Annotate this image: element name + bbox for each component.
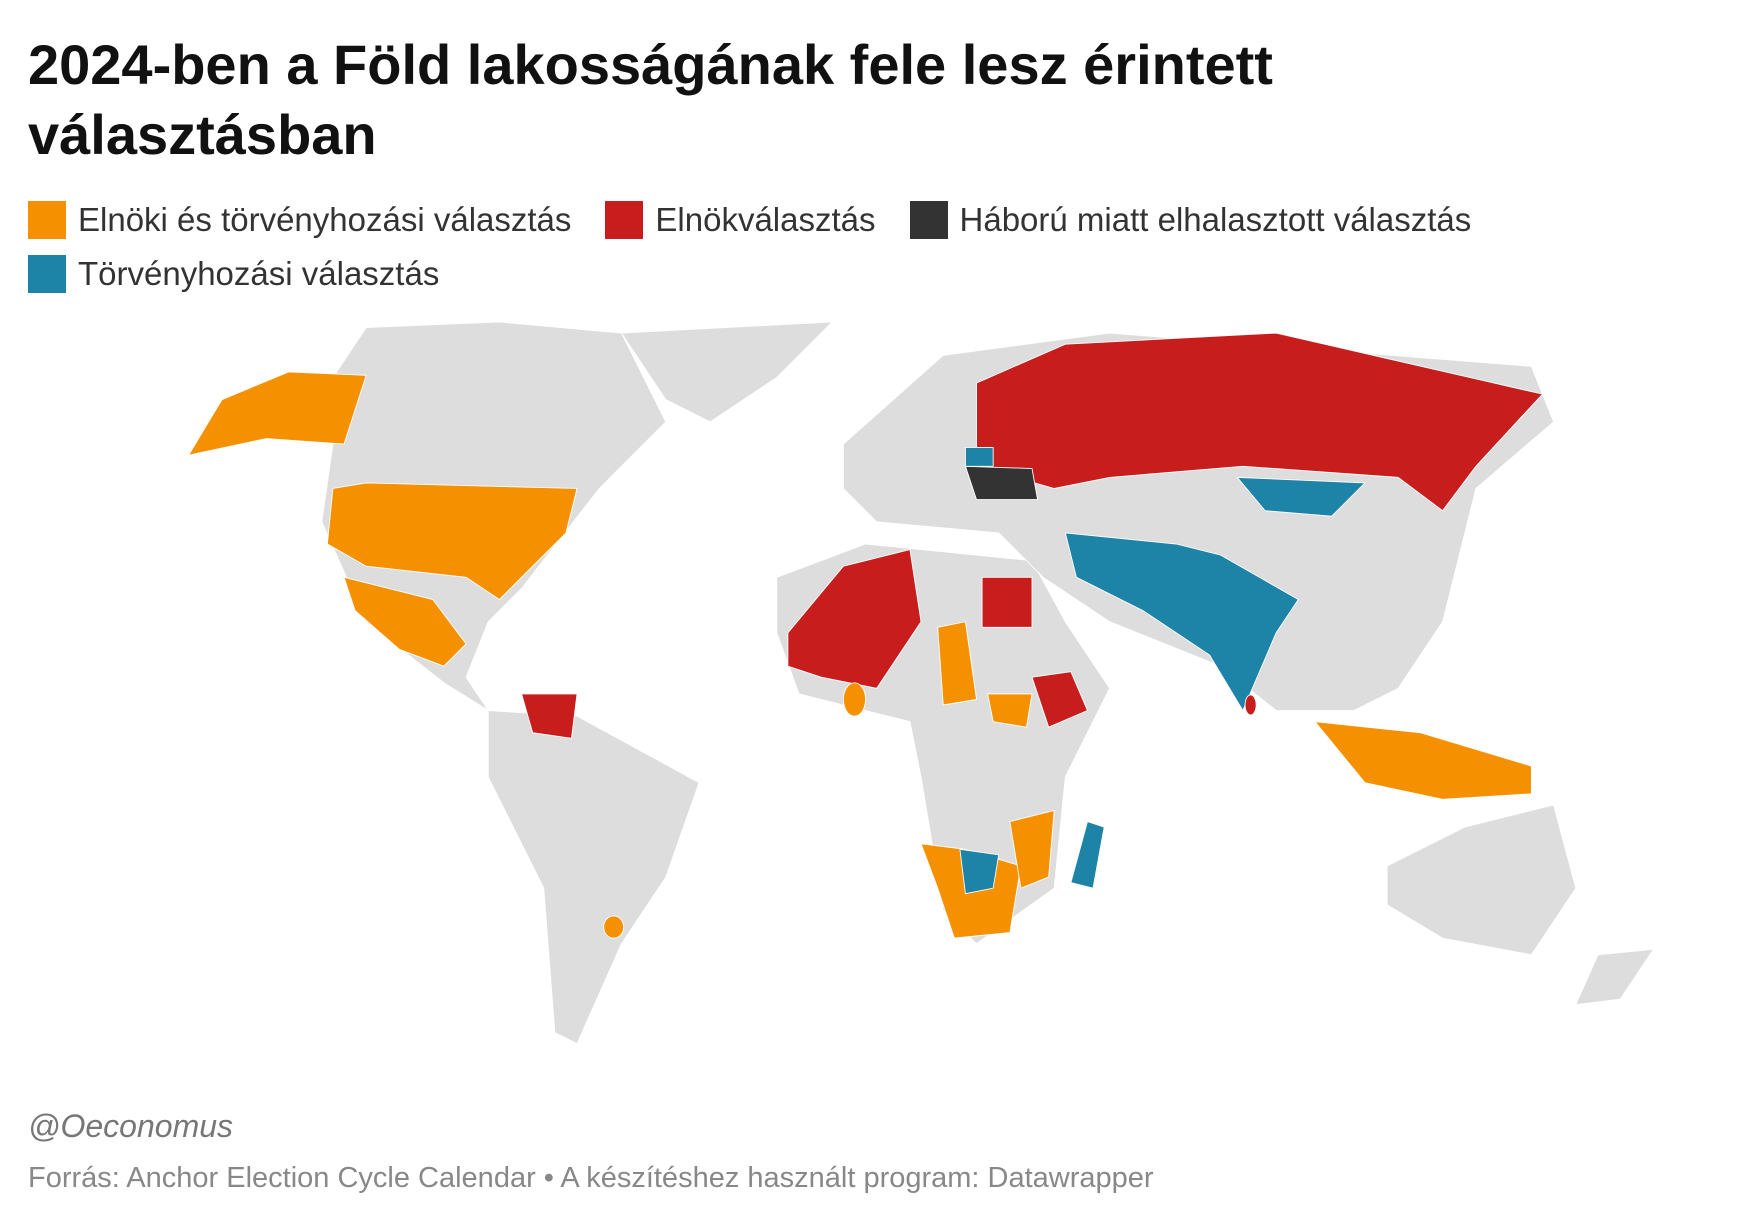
country-region <box>1070 820 1105 889</box>
legend-swatch <box>28 201 66 239</box>
country-region <box>1236 476 1366 517</box>
country-region <box>520 693 578 739</box>
legend: Elnöki és törvényhozási választás Elnökvá… <box>28 200 1628 294</box>
legend-label: Törvényhozási választás <box>78 255 440 292</box>
australia <box>1386 804 1577 956</box>
legend-swatch <box>605 201 644 239</box>
new-zealand <box>1575 948 1655 1006</box>
country-region <box>326 482 578 601</box>
south-america <box>487 710 700 1045</box>
country-region <box>603 915 625 939</box>
country-region <box>937 621 978 706</box>
country-region <box>787 549 922 689</box>
country-region <box>343 576 467 667</box>
country-region <box>1313 721 1532 800</box>
legend-swatch <box>909 201 948 239</box>
country-region <box>964 446 994 467</box>
country-region <box>1031 671 1089 728</box>
country-region <box>964 465 1039 501</box>
credit: @Oeconomus <box>28 1108 234 1144</box>
country-region <box>1009 809 1055 889</box>
legend-swatch <box>28 255 66 293</box>
country-region <box>842 682 867 717</box>
country-region <box>959 848 1000 895</box>
country-region <box>976 332 1544 512</box>
country-region <box>187 371 367 456</box>
legend-label: Háború miatt elhalasztott választás <box>959 201 1472 238</box>
legend-item: Háború miatt elhalasztott választás <box>909 200 1472 240</box>
country-region <box>1064 532 1299 712</box>
legend-item: Elnökválasztás <box>605 200 876 240</box>
country-region <box>1244 694 1257 716</box>
title: 2024-ben a Föld lakosságának fele lesz é… <box>28 33 1273 166</box>
source: Forrás: Anchor Election Cycle Calendar •… <box>28 1162 1154 1194</box>
legend-label: Elnöki és törvényhozási választás <box>78 201 572 238</box>
country-region <box>981 576 1033 628</box>
legend-item: Törvényhozási választás <box>28 254 439 294</box>
legend-label: Elnökválasztás <box>655 201 876 238</box>
country-region <box>987 693 1033 728</box>
greenland <box>620 321 834 423</box>
legend-item: Elnöki és törvényhozási választás <box>28 200 571 240</box>
